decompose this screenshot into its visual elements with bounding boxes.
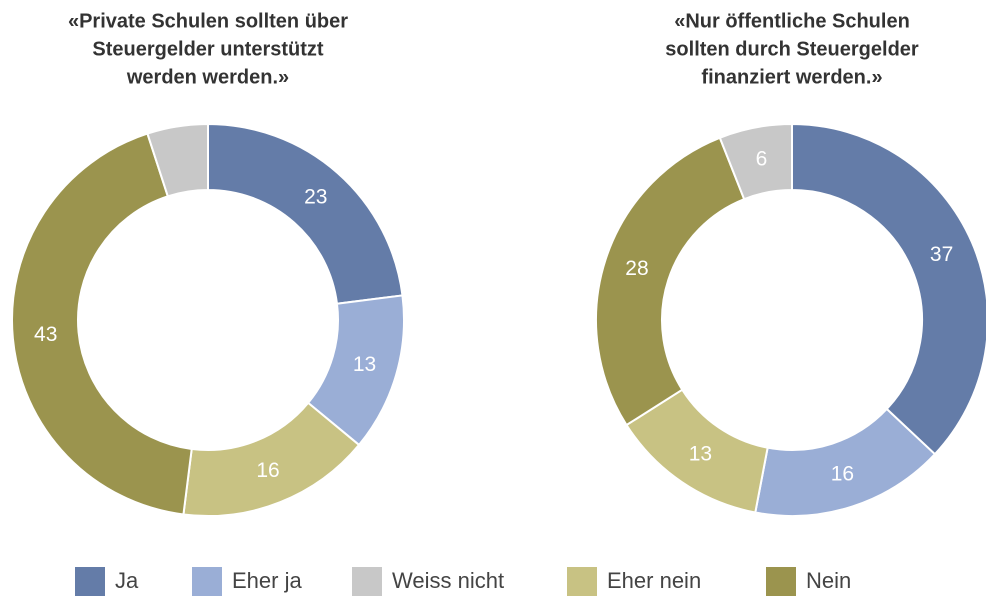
legend-label: Weiss nicht xyxy=(392,568,504,593)
donut-segment xyxy=(207,122,404,305)
value-label: 43 xyxy=(34,323,57,346)
chart-title: finanziert werden.» xyxy=(701,66,882,88)
donut-segment xyxy=(791,122,986,456)
value-label: 23 xyxy=(304,185,327,208)
legend-label: Nein xyxy=(806,568,851,593)
legend-label: Eher ja xyxy=(232,568,302,593)
legend-swatch xyxy=(352,567,382,596)
value-label: 13 xyxy=(353,353,376,376)
value-label: 16 xyxy=(831,463,854,486)
value-label: 37 xyxy=(930,243,953,266)
legend-label: Eher nein xyxy=(607,568,701,593)
legend-label: Ja xyxy=(115,568,139,593)
donut-segment xyxy=(11,132,193,516)
legend-swatch xyxy=(766,567,796,596)
legend-swatch xyxy=(75,567,105,596)
chart-title: werden werden.» xyxy=(126,66,289,88)
chart-title: sollten durch Steuergelder xyxy=(665,38,919,60)
legend-swatch xyxy=(567,567,597,596)
value-label: 6 xyxy=(756,147,768,170)
donut-segment xyxy=(595,136,746,427)
chart-title: Steuergelder unterstützt xyxy=(92,38,323,60)
legend-swatch xyxy=(192,567,222,596)
value-label: 13 xyxy=(689,442,712,465)
chart-title: «Nur öffentliche Schulen xyxy=(674,10,910,32)
value-label: 28 xyxy=(625,257,648,280)
value-label: 16 xyxy=(256,459,279,482)
chart-title: «Private Schulen sollten über xyxy=(68,10,348,32)
donut-segment xyxy=(718,122,793,201)
donut-segment xyxy=(146,122,209,198)
